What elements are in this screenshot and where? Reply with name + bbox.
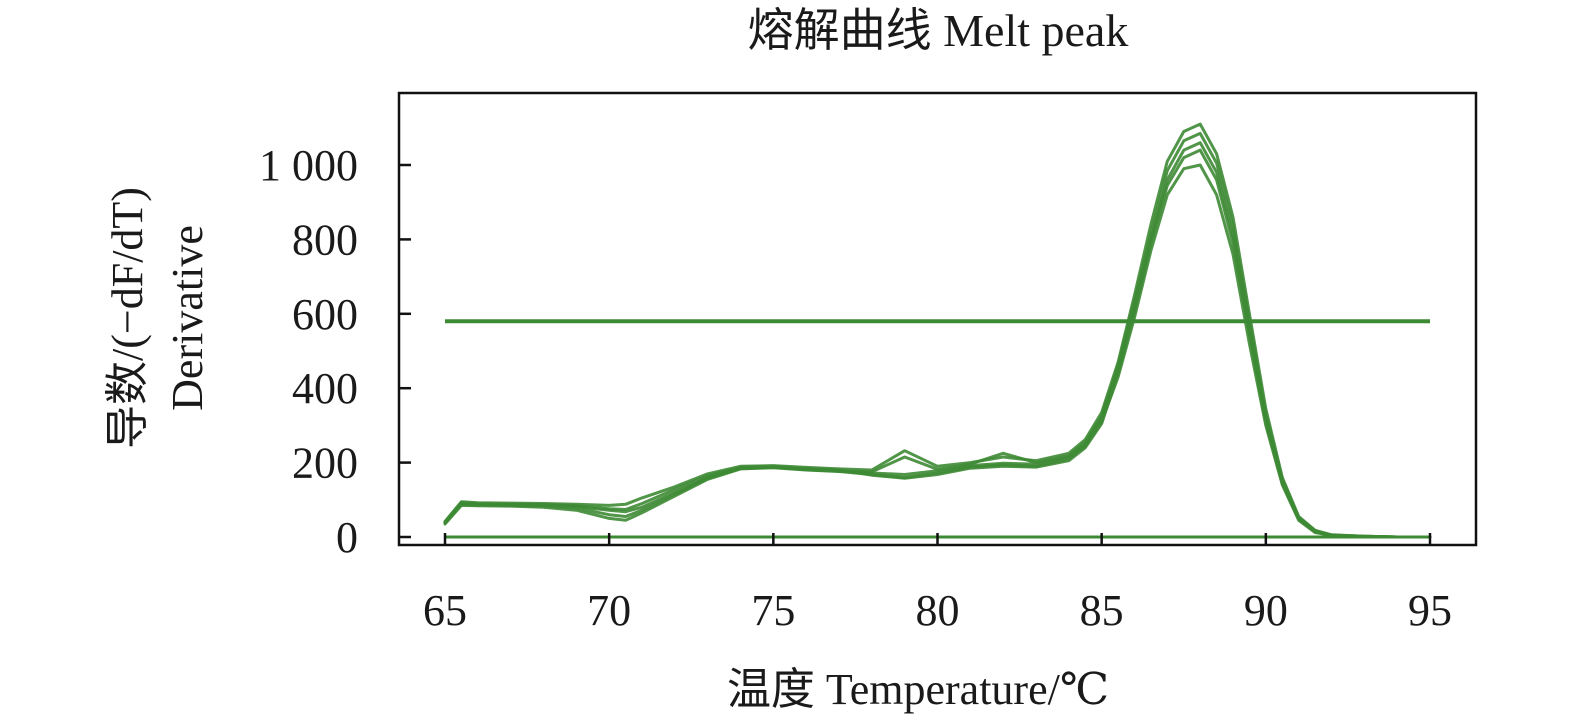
- plot-layer: [443, 122, 1432, 539]
- x-tick-label: 90: [1244, 586, 1288, 635]
- chart-title: 熔解曲线 Melt peak: [748, 5, 1129, 56]
- plot-frame: [397, 91, 1478, 547]
- y-tick-label: 200: [292, 439, 358, 488]
- y-axis-title-line2: Derivative: [163, 225, 212, 411]
- x-tick-label: 75: [751, 586, 795, 635]
- y-tick-label: 600: [292, 290, 358, 339]
- x-axis: 65 70 75 80 85 90 95: [423, 533, 1452, 635]
- melt-curve-4: [443, 131, 1432, 539]
- x-tick-label: 80: [916, 586, 960, 635]
- melt-curve-5: [443, 148, 1432, 539]
- y-tick-label: 1 000: [259, 141, 358, 190]
- y-tick-label: 0: [336, 513, 358, 562]
- x-axis-title: 温度 Temperature/℃: [727, 665, 1109, 714]
- y-tick-label: 800: [292, 215, 358, 264]
- y-tick-label: 400: [292, 364, 358, 413]
- x-tick-label: 85: [1080, 586, 1124, 635]
- x-tick-label: 70: [587, 586, 631, 635]
- y-axis-title-line1: 导数/(−dF/dT): [103, 187, 152, 449]
- y-axis-title: 导数/(−dF/dT) Derivative: [103, 187, 212, 449]
- y-axis: 0 200 400 600 800 1 000: [259, 141, 411, 562]
- x-tick-label: 65: [423, 586, 467, 635]
- x-tick-label: 95: [1408, 586, 1452, 635]
